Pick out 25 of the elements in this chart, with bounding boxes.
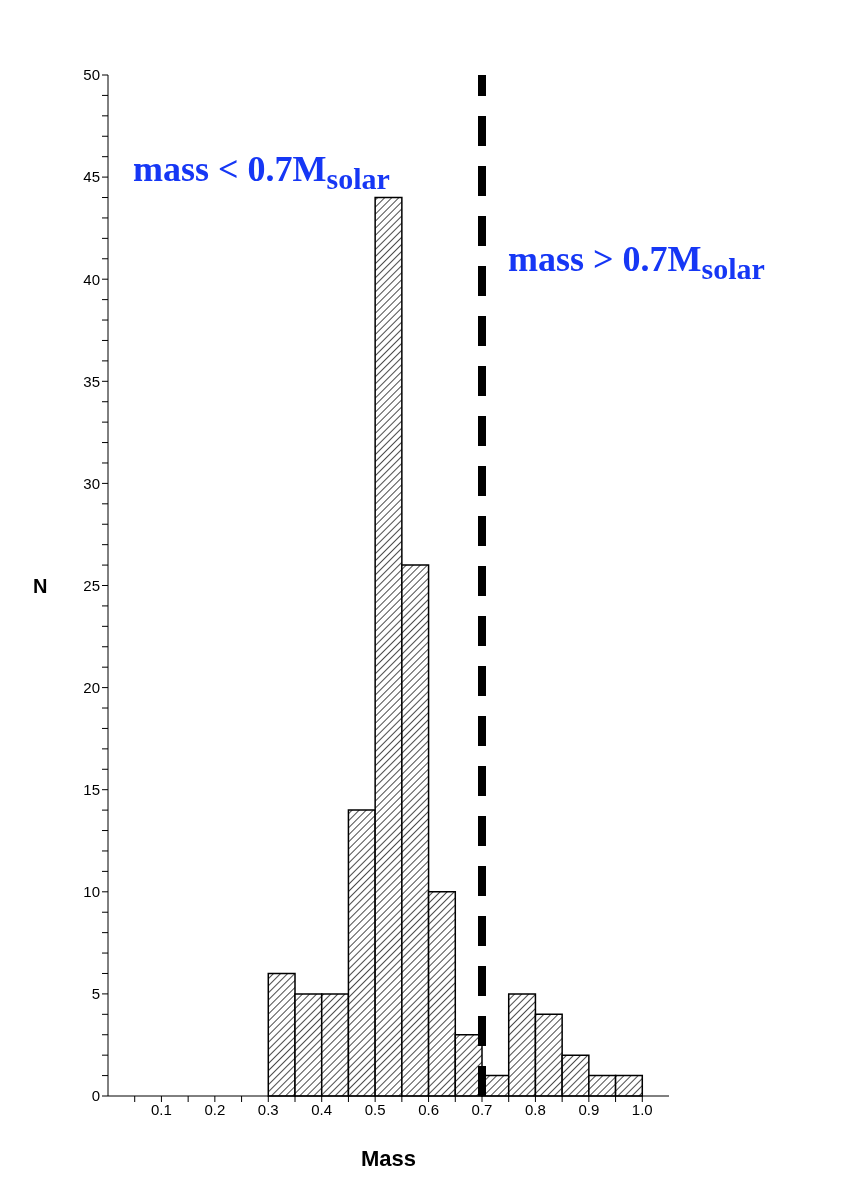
y-tick-label: 35 — [83, 372, 100, 390]
x-tick-label: 0.1 — [151, 1100, 172, 1118]
x-tick-label: 1.0 — [631, 1100, 653, 1118]
x-tick-label: 0.7 — [471, 1100, 493, 1118]
x-axis-title: Mass — [360, 1146, 417, 1171]
x-tick-label: 0.4 — [311, 1100, 333, 1118]
annotation: mass < 0.7M$_{solar}$ — [133, 148, 390, 197]
y-tick-label: 10 — [83, 883, 100, 901]
y-axis-title: N — [33, 574, 48, 597]
y-tick-label: 50 — [83, 66, 100, 84]
y-tick-label: 40 — [83, 270, 100, 288]
y-tick-label: 15 — [83, 781, 100, 799]
x-tick-label: 0.8 — [525, 1100, 546, 1118]
annotation: mass > 0.7M$_{solar}$ — [508, 238, 765, 287]
y-tick-label: 45 — [83, 168, 100, 186]
y-tick-label: 20 — [83, 678, 100, 696]
y-tick-label: 25 — [83, 576, 100, 594]
x-tick-label: 0.6 — [418, 1100, 439, 1118]
x-tick-label: 0.9 — [578, 1100, 600, 1118]
x-tick-label: 0.5 — [364, 1100, 386, 1118]
x-tick-label: 0.2 — [204, 1100, 226, 1118]
x-tick-label: 0.3 — [257, 1100, 279, 1118]
y-tick-label: 0 — [91, 1087, 100, 1105]
y-tick-label: 5 — [91, 985, 100, 1003]
y-tick-label: 30 — [83, 474, 100, 492]
